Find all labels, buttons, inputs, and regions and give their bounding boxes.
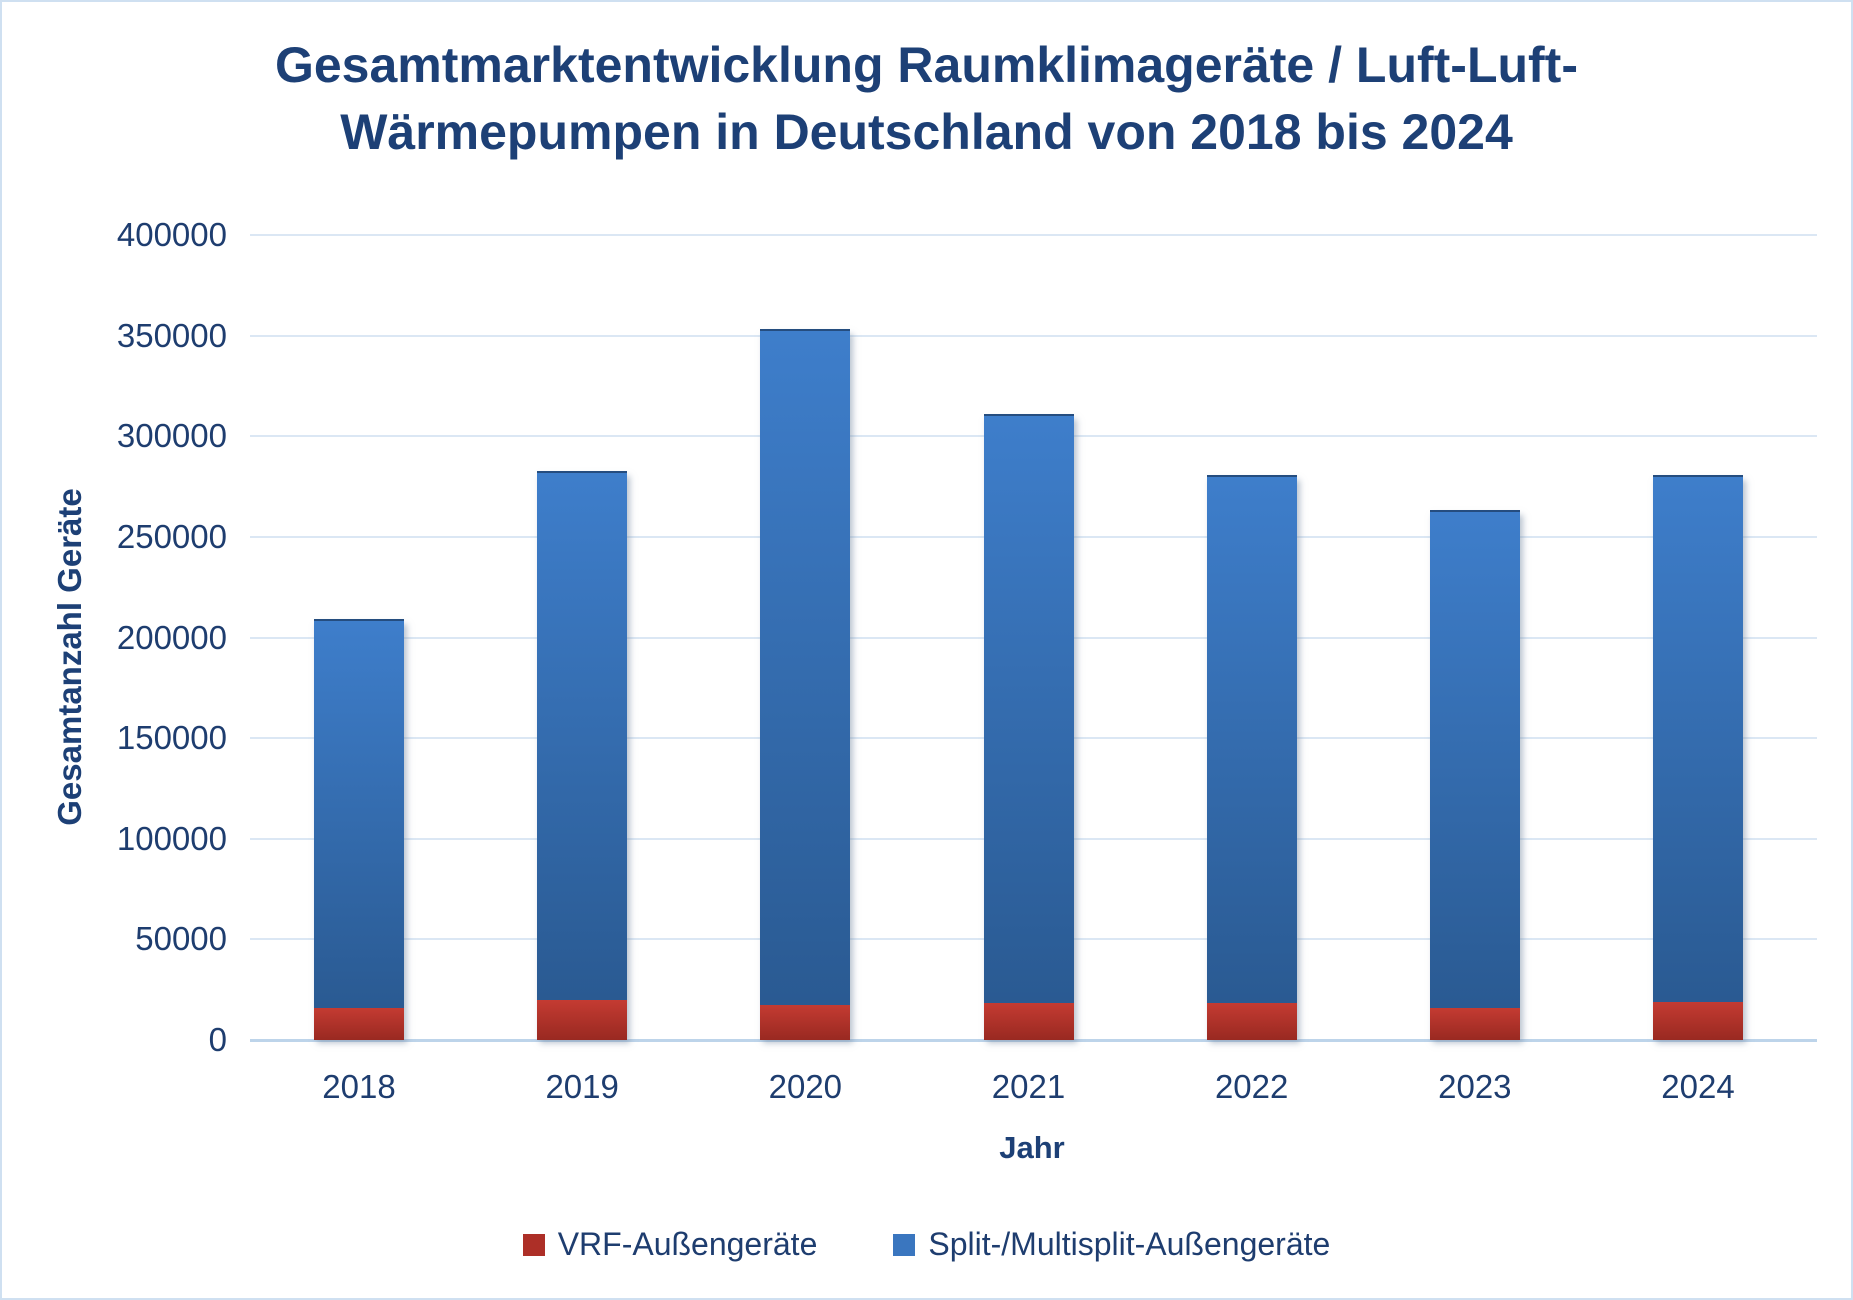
legend-label: VRF-Außengeräte [557, 1226, 818, 1262]
bar-2024-split-segment [1653, 474, 1744, 1002]
bar-2018-vrf-segment [314, 1007, 404, 1040]
bar-2018-split-segment [314, 619, 404, 1008]
y-tick-label-100000: 100000 [116, 819, 227, 857]
x-tick-label-2021: 2021 [991, 1068, 1066, 1105]
bar-2019-split-segment [537, 471, 628, 1000]
x-tick-label-2022: 2022 [1214, 1068, 1289, 1105]
bar-2020-split-segment [760, 328, 851, 1005]
bar-2018 [314, 619, 404, 1040]
x-tick-label-2023: 2023 [1438, 1068, 1512, 1105]
y-tick-label-150000: 150000 [116, 719, 227, 757]
bar-2021-split-segment [983, 414, 1074, 1003]
bar-2022-split-segment [1206, 474, 1297, 1003]
gridline-350000 [250, 334, 1817, 337]
x-tick-label-2018: 2018 [322, 1068, 396, 1105]
legend-item-split: Split-/Multisplit-Außengeräte [893, 1226, 1330, 1263]
bar-2023-split-segment [1429, 509, 1520, 1008]
bar-2023-vrf-segment [1429, 1007, 1520, 1040]
bar-2024-vrf-segment [1653, 1001, 1744, 1040]
bar-2024 [1653, 474, 1744, 1040]
bar-2023 [1429, 509, 1520, 1040]
y-tick-label-50000: 50000 [135, 920, 227, 958]
bar-2021 [983, 414, 1074, 1040]
legend-label: Split-/Multisplit-Außengeräte [928, 1226, 1331, 1262]
y-tick-label-300000: 300000 [116, 417, 227, 455]
bar-2019 [537, 471, 628, 1040]
x-tick-label-2024: 2024 [1661, 1068, 1735, 1105]
bar-2022 [1206, 474, 1297, 1040]
y-tick-label-200000: 200000 [116, 618, 227, 656]
bar-2019-vrf-segment [537, 999, 628, 1040]
y-tick-label-250000: 250000 [116, 517, 227, 555]
x-axis-line [250, 1039, 1817, 1042]
legend-swatch-icon [893, 1233, 916, 1256]
x-tick-label-2020: 2020 [768, 1068, 843, 1105]
gridline-400000 [250, 234, 1817, 236]
legend-swatch-icon [522, 1233, 545, 1256]
bar-2020-vrf-segment [760, 1004, 851, 1040]
x-tick-label-2019: 2019 [545, 1068, 619, 1105]
legend-item-vrf: VRF-Außengeräte [522, 1226, 818, 1263]
y-tick-label-400000: 400000 [116, 216, 227, 253]
y-tick-label-350000: 350000 [116, 316, 227, 354]
y-tick-label-0: 0 [208, 1021, 227, 1058]
bar-2020 [760, 328, 851, 1040]
x-axis-title: Jahr [999, 1130, 1065, 1165]
bar-2022-vrf-segment [1206, 1002, 1297, 1040]
bar-2021-vrf-segment [983, 1002, 1074, 1040]
chart-title: Gesamtmarktentwicklung Raumklimageräte /… [274, 37, 1578, 160]
legend: VRF-Außengeräte Split-/Multisplit-Außenge… [2, 1226, 1851, 1263]
